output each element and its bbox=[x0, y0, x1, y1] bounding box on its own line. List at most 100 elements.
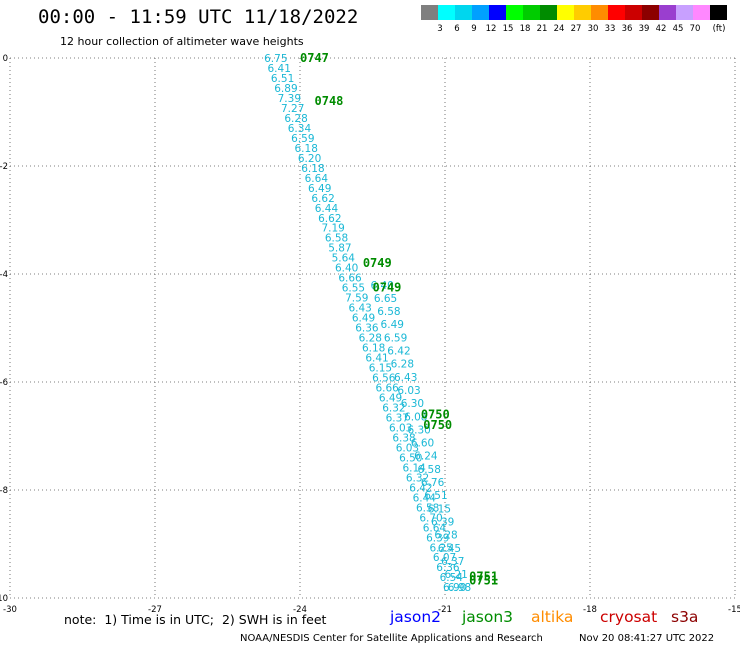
legend-swatch bbox=[472, 5, 489, 20]
wave-height-value: 6.18 bbox=[362, 343, 385, 355]
wave-height-value: 6.65 bbox=[374, 293, 397, 305]
wave-height-value: 6.21 bbox=[444, 569, 467, 581]
wave-height-value: 6.07 bbox=[433, 552, 456, 564]
wave-height-value: 6.25 bbox=[429, 542, 452, 554]
wave-height-value: 6.90 bbox=[443, 582, 466, 594]
wave-height-value: 6.62 bbox=[318, 213, 341, 225]
x-tick-label: -18 bbox=[583, 605, 597, 615]
wave-height-value: 6.55 bbox=[342, 283, 365, 295]
wave-height-value: 6.98 bbox=[448, 582, 471, 594]
wave-height-value: 6.37 bbox=[441, 556, 464, 568]
wave-height-value: 6.15 bbox=[428, 503, 451, 515]
legend-swatch bbox=[438, 5, 455, 20]
satellite-label-jason2: jason2 bbox=[390, 608, 442, 626]
wave-height-value: 7.19 bbox=[321, 223, 344, 235]
legend-swatch bbox=[693, 5, 710, 20]
legend-swatch bbox=[455, 5, 472, 20]
units-note: note: 1) Time is in UTC; 2) SWH is in fe… bbox=[64, 612, 327, 627]
wave-height-value: 6.60 bbox=[411, 438, 434, 450]
legend-swatch-label: 15 bbox=[502, 24, 514, 34]
time-label: 0747 bbox=[300, 51, 329, 65]
wave-height-value: 6.20 bbox=[298, 153, 321, 165]
wave-height-value: 6.49 bbox=[379, 392, 402, 404]
wave-height-value: 6.64 bbox=[305, 173, 329, 185]
wave-height-value: 6.39 bbox=[431, 516, 454, 528]
wave-height-value: 6.24 bbox=[414, 451, 438, 463]
legend-swatch bbox=[574, 5, 591, 20]
time-label: 0751 bbox=[469, 569, 498, 583]
legend-swatch-label: 33 bbox=[604, 24, 616, 34]
legend-swatch-label: 27 bbox=[570, 24, 582, 34]
wave-height-value: 6.62 bbox=[311, 193, 334, 205]
wave-height-value: 6.08 bbox=[404, 411, 427, 423]
time-label: 0749 bbox=[363, 256, 392, 270]
legend-swatch-label: 6 bbox=[454, 24, 460, 34]
x-tick-label: -15 bbox=[728, 605, 740, 615]
wave-height-value: 5.64 bbox=[332, 253, 356, 265]
wave-height-value: 6.56 bbox=[372, 373, 396, 385]
wave-height-value: 6.50 bbox=[399, 452, 422, 464]
legend-swatch bbox=[659, 5, 676, 20]
wave-height-value: 6.36 bbox=[355, 323, 379, 335]
wave-height-value: 6.37 bbox=[386, 412, 409, 424]
satellite-label-cryosat: cryosat bbox=[600, 608, 658, 626]
wave-height-value: 6.03 bbox=[396, 442, 419, 454]
wave-height-value: 6.41 bbox=[268, 63, 291, 75]
legend-swatch bbox=[608, 5, 625, 20]
time-label: 0749 bbox=[373, 281, 402, 295]
satellite-label-altika: altika bbox=[531, 608, 574, 626]
legend-swatch bbox=[421, 5, 438, 20]
wave-height-value: 6.18 bbox=[295, 143, 318, 155]
wave-height-value: 6.51 bbox=[424, 490, 447, 502]
wave-height-value: 6.49 bbox=[352, 313, 375, 325]
time-label: 0751 bbox=[469, 574, 498, 588]
wave-height-value: 6.66 bbox=[338, 273, 362, 285]
credit-text: NOAA/NESDIS Center for Satellite Applica… bbox=[240, 633, 543, 644]
y-tick-label: -6 bbox=[0, 378, 8, 388]
legend-swatch-label: 24 bbox=[553, 24, 565, 34]
wave-height-value: 6.32 bbox=[382, 402, 405, 414]
wave-height-value: 6.30 bbox=[401, 398, 424, 410]
wave-height-value: 6.32 bbox=[406, 472, 429, 484]
wave-height-value: 6.75 bbox=[264, 53, 287, 65]
wave-height-value: 6.18 bbox=[301, 163, 324, 175]
x-tick-label: -24 bbox=[293, 605, 307, 615]
wave-height-value: 6.54 bbox=[440, 572, 464, 584]
y-tick-label: -10 bbox=[0, 594, 8, 604]
wave-height-value: 6.49 bbox=[381, 319, 404, 331]
legend-swatch bbox=[489, 5, 506, 20]
x-tick-label: -27 bbox=[148, 605, 162, 615]
legend-swatch-label: 70 bbox=[689, 24, 701, 34]
wave-height-value: 6.41 bbox=[365, 353, 388, 365]
satellite-label-s3a: s3a bbox=[671, 608, 699, 626]
legend-swatch bbox=[710, 5, 727, 20]
wave-height-value: 6.15 bbox=[369, 363, 392, 375]
legend-swatch-label: 45 bbox=[672, 24, 684, 34]
legend-swatch bbox=[625, 5, 642, 20]
wave-height-value: 6.45 bbox=[438, 543, 461, 555]
legend-swatch-label: 9 bbox=[471, 24, 477, 34]
y-tick-label: -4 bbox=[0, 270, 8, 280]
wave-height-value: 6.40 bbox=[335, 263, 358, 275]
wave-height-value: 6.89 bbox=[274, 83, 297, 95]
wave-height-value: 6.64 bbox=[423, 522, 447, 534]
wave-height-value: 6.14 bbox=[402, 462, 426, 474]
wave-height-value: 6.44 bbox=[413, 492, 437, 504]
wave-height-value: 6.03 bbox=[397, 385, 420, 397]
wave-height-value: 6.43 bbox=[348, 303, 371, 315]
legend-unit-label: (ft) bbox=[712, 24, 726, 34]
legend-swatch bbox=[557, 5, 574, 20]
wave-height-value: 6.49 bbox=[308, 183, 331, 195]
wave-height-value: 6.58 bbox=[377, 306, 400, 318]
chart-subtitle: 12 hour collection of altimeter wave hei… bbox=[60, 35, 304, 48]
legend-swatch bbox=[523, 5, 540, 20]
timestamp-text: Nov 20 08:41:27 UTC 2022 bbox=[579, 633, 715, 644]
y-tick-label: 0 bbox=[3, 54, 8, 64]
legend-swatch bbox=[540, 5, 557, 20]
wave-height-value: 6.70 bbox=[419, 512, 442, 524]
wave-height-value: 7.39 bbox=[278, 93, 301, 105]
wave-height-value: 6.51 bbox=[271, 73, 294, 85]
wave-height-value: 6.36 bbox=[436, 562, 460, 574]
wave-height-value: 6.59 bbox=[384, 332, 407, 344]
